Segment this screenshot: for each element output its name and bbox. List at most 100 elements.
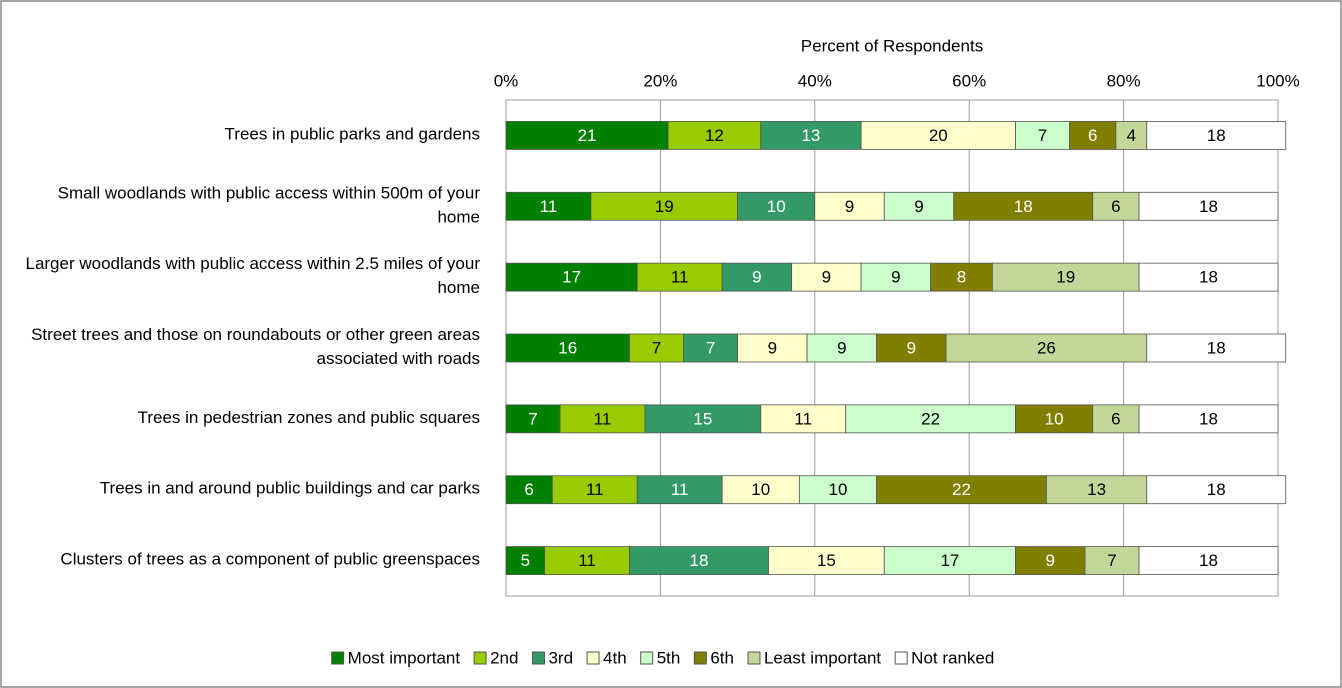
data-label: 18 [1207,126,1226,145]
bar-segment [505,546,545,575]
data-label: 17 [562,268,581,287]
data-label: 21 [578,126,597,145]
data-label: 18 [690,551,709,570]
legend-label: 3rd [548,648,573,667]
bar-segment [590,191,738,221]
data-label: 11 [594,409,612,428]
bar-segment [544,546,630,575]
category-label: Trees in pedestrian zones and public squ… [138,408,480,427]
data-label: 6 [1111,409,1120,428]
data-label: 9 [907,338,916,357]
legend-label: 6th [710,648,734,667]
data-label: 19 [655,197,674,216]
axis-title: Percent of Respondents [801,36,983,55]
data-label: 18 [1199,551,1218,570]
bar-segment [1138,191,1279,221]
legend-label: 5th [657,648,681,667]
bar-segment [814,191,885,221]
bar-segment [505,262,638,292]
data-label: 9 [845,197,854,216]
data-label: 11 [578,551,596,570]
legend-label: Most important [348,648,461,667]
data-label: 4 [1127,126,1136,145]
data-label: 5 [521,551,530,570]
legend-label: 4th [603,648,627,667]
data-label: 9 [837,338,846,357]
x-tick-label: 0% [494,71,519,90]
data-label: 8 [957,268,966,287]
legend-swatch [747,651,761,665]
legend-swatch [331,651,345,665]
data-label: 11 [540,197,558,216]
data-label: 19 [1056,268,1075,287]
bar-segment [551,475,638,505]
bar-segment [505,121,669,150]
bar-segment [845,404,1016,434]
data-label: 10 [828,480,847,499]
legend-label: 2nd [490,648,518,667]
bar-segment [876,333,947,363]
bar-segment [1084,546,1140,575]
bar-segment [721,262,793,292]
bar-segment [1115,121,1148,150]
bar-segment [644,404,762,434]
category-label: Trees in public parks and gardens [225,125,480,144]
category-label: Trees in and around public buildings and… [100,479,480,498]
bar-segment [1146,475,1287,505]
data-label: 26 [1037,338,1056,357]
bar-segment [1015,404,1094,434]
data-label: 6 [1111,197,1120,216]
bar-segment [1146,333,1287,363]
legend: Most important 2nd 3rd 4th 5th 6th Least impor… [331,648,994,667]
bar-segment [1015,546,1086,575]
data-label: 7 [706,338,715,357]
bar-segment [505,191,592,221]
data-label: 12 [705,126,724,145]
bar-segment [760,121,862,150]
data-label: 9 [768,338,777,357]
category-label: Street trees and those on roundabouts or… [31,325,480,368]
data-label: 11 [794,409,812,428]
data-label: 7 [1107,551,1116,570]
legend-label: Not ranked [911,648,994,667]
data-label: 13 [801,126,820,145]
data-label: 7 [528,409,537,428]
data-label: 11 [671,480,689,499]
legend-swatch [894,651,908,665]
data-label: 9 [891,268,900,287]
bar-segment [667,121,762,150]
bar-segment [760,404,847,434]
legend-label: Least important [764,648,881,667]
bar-segment [721,475,800,505]
x-tick-label: 100% [1256,71,1299,90]
bar-segment [1138,404,1279,434]
data-label: 22 [952,480,971,499]
x-tick-label: 80% [1107,71,1141,90]
data-label: 18 [1199,409,1218,428]
legend-swatch [586,651,600,665]
data-label: 7 [652,338,661,357]
data-label: 10 [767,197,786,216]
data-label: 20 [929,126,948,145]
data-label: 18 [1199,268,1218,287]
bar-segment [1138,262,1279,292]
bar-segment [945,333,1148,363]
data-label: 9 [822,268,831,287]
legend-swatch [693,651,707,665]
data-label: 13 [1087,480,1106,499]
bar-segment [505,404,561,434]
category-label: Clusters of trees as a component of publ… [60,550,480,569]
bar-segment [1146,121,1287,150]
category-label: Small woodlands with public access withi… [58,184,481,227]
bar-segment [953,191,1094,221]
bar-segment [629,333,684,363]
data-label: 6 [524,480,533,499]
data-label: 9 [752,268,761,287]
data-label: 18 [1014,197,1033,216]
bar-segment [505,475,553,505]
bar-segment [876,475,1047,505]
data-label: 6 [1088,126,1097,145]
data-label: 9 [1046,551,1055,570]
data-label: 9 [914,197,923,216]
